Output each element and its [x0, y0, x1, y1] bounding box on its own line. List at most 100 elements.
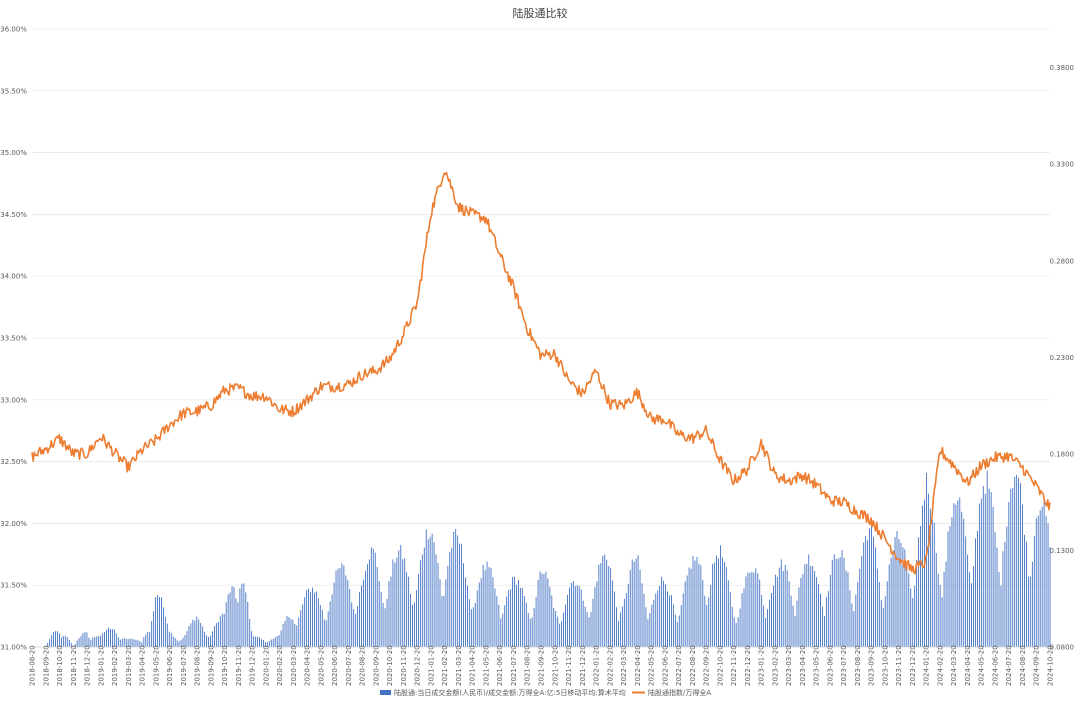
bar — [796, 600, 798, 647]
bar — [404, 558, 406, 647]
bar — [162, 607, 164, 647]
bar — [561, 621, 563, 647]
bar — [470, 609, 472, 647]
bar — [198, 619, 200, 647]
x-tick-label: 2024-07-20 — [1005, 645, 1013, 686]
bar — [594, 587, 596, 647]
bar — [888, 564, 890, 647]
bar — [639, 569, 641, 647]
bar — [80, 635, 82, 647]
bar — [1037, 515, 1039, 647]
bar — [366, 564, 368, 647]
bar — [502, 613, 504, 647]
bar — [582, 600, 584, 647]
bar — [435, 554, 437, 647]
bar — [774, 574, 776, 647]
bar — [688, 567, 690, 647]
bar — [516, 584, 517, 647]
bar — [557, 616, 559, 647]
bar — [113, 629, 115, 647]
bar — [174, 638, 176, 647]
bar — [298, 617, 300, 647]
bar — [429, 536, 431, 647]
bar — [851, 603, 853, 647]
bar — [282, 624, 284, 647]
bar — [676, 622, 678, 647]
bar — [986, 470, 988, 647]
bar — [451, 547, 453, 647]
bar — [645, 607, 647, 647]
bar — [635, 558, 637, 647]
bar — [992, 506, 994, 647]
bar — [135, 639, 137, 647]
bar — [498, 604, 500, 647]
bar — [380, 591, 382, 647]
bar — [541, 573, 543, 647]
bar — [60, 637, 62, 647]
bar — [555, 610, 557, 647]
bar — [190, 623, 192, 647]
bar — [417, 573, 419, 647]
bar — [53, 631, 55, 647]
x-tick-label: 2021-02-20 — [441, 645, 449, 686]
bar — [304, 597, 306, 647]
bar — [772, 585, 774, 647]
bar — [345, 575, 347, 647]
bar — [66, 637, 68, 647]
bar — [1010, 488, 1012, 647]
bar — [200, 622, 202, 647]
bar — [419, 560, 421, 647]
bar — [771, 593, 772, 647]
bar — [94, 636, 96, 647]
bar — [264, 642, 266, 647]
bar — [806, 563, 808, 647]
bar — [971, 583, 972, 647]
bar — [747, 572, 749, 647]
x-tick-label: 2019-10-20 — [221, 645, 229, 686]
bar — [337, 568, 339, 647]
bar — [266, 642, 268, 647]
bar — [490, 568, 492, 647]
x-tick-label: 2022-11-20 — [730, 645, 738, 686]
right-tick-label: 0.0800 — [1050, 644, 1075, 652]
bar — [119, 639, 121, 647]
bar — [406, 572, 408, 647]
bar — [978, 503, 980, 647]
bar — [84, 632, 86, 647]
bar — [86, 632, 88, 647]
bar — [670, 595, 672, 647]
bar — [335, 570, 337, 647]
bar — [927, 493, 929, 647]
bar — [500, 618, 502, 647]
bar — [104, 632, 106, 647]
bar — [166, 623, 168, 647]
bar — [655, 593, 657, 647]
bar — [1031, 561, 1033, 647]
bar — [517, 580, 519, 647]
bar — [596, 581, 598, 647]
bar — [341, 563, 343, 647]
x-tick-label: 2022-02-20 — [606, 645, 614, 686]
bar — [237, 602, 239, 647]
x-tick-label: 2024-08-20 — [1019, 645, 1027, 686]
x-tick-label: 2021-09-20 — [538, 645, 546, 686]
legend-label-bar: 陆股通:当日成交金额(人民币)/成交金额:万得全A:亿:5日移动平均:算术平均 — [394, 688, 626, 697]
bar — [333, 582, 335, 647]
bar — [745, 576, 747, 647]
bar — [727, 580, 729, 647]
bar — [653, 599, 655, 647]
bar — [669, 595, 670, 647]
bar — [912, 597, 914, 647]
bar — [608, 566, 610, 647]
bar — [386, 598, 388, 647]
bar — [947, 531, 949, 647]
bar — [416, 589, 417, 647]
bar-series — [47, 470, 1051, 647]
bar — [272, 638, 274, 647]
bar — [706, 604, 708, 647]
bar — [839, 557, 841, 647]
x-tick-label: 2022-03-20 — [620, 645, 628, 686]
bar — [363, 579, 364, 647]
bar — [820, 593, 821, 647]
bar — [873, 536, 874, 647]
